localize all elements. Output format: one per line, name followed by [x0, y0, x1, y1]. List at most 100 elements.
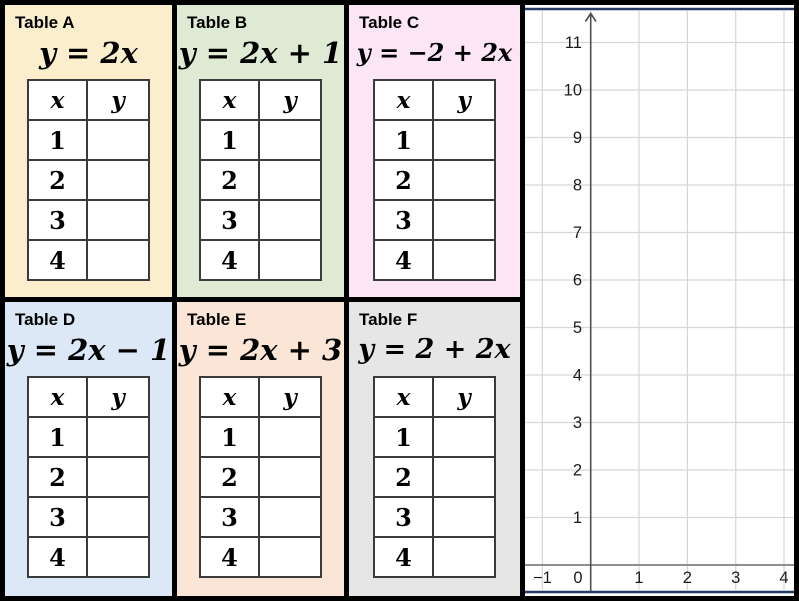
table-header-row: x y [27, 79, 150, 121]
table-row: 1 [373, 416, 496, 458]
x-tick-label: 3 [731, 569, 740, 587]
table-header-row: x y [199, 79, 322, 121]
y-axis-arrow-icon [584, 12, 597, 22]
table-row: 3 [373, 496, 496, 538]
y-value-blank[interactable] [258, 119, 322, 161]
table-header-row: x y [199, 376, 322, 418]
equation-c: y = −2 + 2x [356, 38, 513, 67]
table-panel-d: Table D y = 2x − 1 x y 1 2 3 4 [5, 302, 172, 596]
y-value-blank[interactable] [86, 496, 150, 538]
x-value: 4 [27, 536, 88, 578]
x-value: 4 [373, 239, 434, 281]
y-value-blank[interactable] [432, 159, 496, 201]
col-header-y: y [258, 376, 322, 418]
table-panel-e: Table E y = 2x + 3 x y 1 2 3 4 [177, 302, 344, 596]
y-value-blank[interactable] [86, 239, 150, 281]
col-header-y: y [432, 79, 496, 121]
y-tick-label: 11 [565, 34, 582, 52]
y-value-blank[interactable] [258, 416, 322, 458]
x-value: 1 [27, 119, 88, 161]
y-value-blank[interactable] [86, 456, 150, 498]
y-value-blank[interactable] [432, 119, 496, 161]
y-tick-label: 6 [573, 272, 582, 290]
y-tick-label: 4 [573, 367, 582, 385]
x-value: 1 [373, 119, 434, 161]
panel-title-b: Table B [187, 13, 248, 32]
coordinate-grid[interactable]: 11 10 9 8 7 6 5 4 3 2 1 −1 0 1 2 3 4 [525, 5, 794, 596]
equation-d: y = 2x − 1 [6, 333, 171, 367]
col-header-y: y [258, 79, 322, 121]
table-row: 2 [27, 456, 150, 498]
y-value-blank[interactable] [258, 496, 322, 538]
y-value-blank[interactable] [258, 536, 322, 578]
y-value-blank[interactable] [432, 416, 496, 458]
coordinate-grid-panel[interactable]: 11 10 9 8 7 6 5 4 3 2 1 −1 0 1 2 3 4 [525, 5, 794, 596]
equation-a: y = 2x [39, 36, 138, 70]
y-value-blank[interactable] [258, 456, 322, 498]
table-header-row: x y [373, 79, 496, 121]
xy-table-f: x y 1 2 3 4 [373, 376, 496, 578]
y-tick-label: 8 [573, 177, 582, 195]
x-tick-label: 2 [683, 569, 692, 587]
table-row: 3 [199, 199, 322, 241]
table-row: 2 [27, 159, 150, 201]
panel-title-d: Table D [15, 310, 76, 329]
panel-title-c: Table C [359, 13, 420, 32]
y-value-blank[interactable] [432, 239, 496, 281]
x-value: 1 [199, 119, 260, 161]
table-row: 2 [373, 159, 496, 201]
col-header-x: x [27, 376, 88, 418]
x-value: 4 [27, 239, 88, 281]
y-value-blank[interactable] [86, 159, 150, 201]
table-panel-b: Table B y = 2x + 1 x y 1 2 3 4 [177, 5, 344, 297]
table-row: 1 [199, 119, 322, 161]
table-row: 2 [199, 159, 322, 201]
x-value: 4 [199, 536, 260, 578]
y-value-blank[interactable] [258, 199, 322, 241]
col-header-y: y [86, 376, 150, 418]
y-value-blank[interactable] [258, 159, 322, 201]
y-value-blank[interactable] [432, 496, 496, 538]
table-row: 1 [27, 119, 150, 161]
table-header-row: x y [373, 376, 496, 418]
y-value-blank[interactable] [432, 456, 496, 498]
panel-title-f: Table F [359, 310, 418, 329]
table-row: 3 [199, 496, 322, 538]
panel-title-a: Table A [15, 13, 75, 32]
x-value: 1 [27, 416, 88, 458]
table-panel-f: Table F y = 2 + 2x x y 1 2 3 4 [349, 302, 520, 596]
y-tick-label: 7 [573, 224, 582, 242]
equation-e: y = 2x + 3 [178, 333, 343, 367]
table-row: 4 [27, 536, 150, 578]
x-value: 2 [199, 159, 260, 201]
x-tick-label: 0 [573, 569, 582, 587]
y-value-blank[interactable] [86, 536, 150, 578]
x-axis-tick-labels: −1 0 1 2 3 4 [533, 569, 789, 587]
col-header-x: x [27, 79, 88, 121]
x-value: 1 [199, 416, 260, 458]
equation-f: y = 2 + 2x [358, 334, 511, 365]
x-value: 3 [199, 496, 260, 538]
table-panel-a: Table A y = 2x x y 1 2 3 4 [5, 5, 172, 297]
y-value-blank[interactable] [432, 536, 496, 578]
x-value: 3 [373, 199, 434, 241]
y-value-blank[interactable] [86, 416, 150, 458]
table-row: 3 [27, 496, 150, 538]
x-value: 2 [27, 159, 88, 201]
gridlines [525, 11, 794, 590]
x-value: 3 [27, 496, 88, 538]
y-value-blank[interactable] [86, 119, 150, 161]
y-value-blank[interactable] [86, 199, 150, 241]
y-axis-tick-labels: 11 10 9 8 7 6 5 4 3 2 1 [564, 34, 582, 527]
y-tick-label: 9 [573, 129, 582, 147]
y-tick-label: 3 [573, 414, 582, 432]
x-value: 3 [27, 199, 88, 241]
xy-table-b: x y 1 2 3 4 [199, 79, 322, 281]
panel-title-e: Table E [187, 310, 247, 329]
xy-table-d: x y 1 2 3 4 [27, 376, 150, 578]
x-value: 2 [199, 456, 260, 498]
y-value-blank[interactable] [258, 239, 322, 281]
x-tick-label: 4 [779, 569, 788, 587]
y-value-blank[interactable] [432, 199, 496, 241]
y-tick-label: 1 [573, 509, 582, 527]
